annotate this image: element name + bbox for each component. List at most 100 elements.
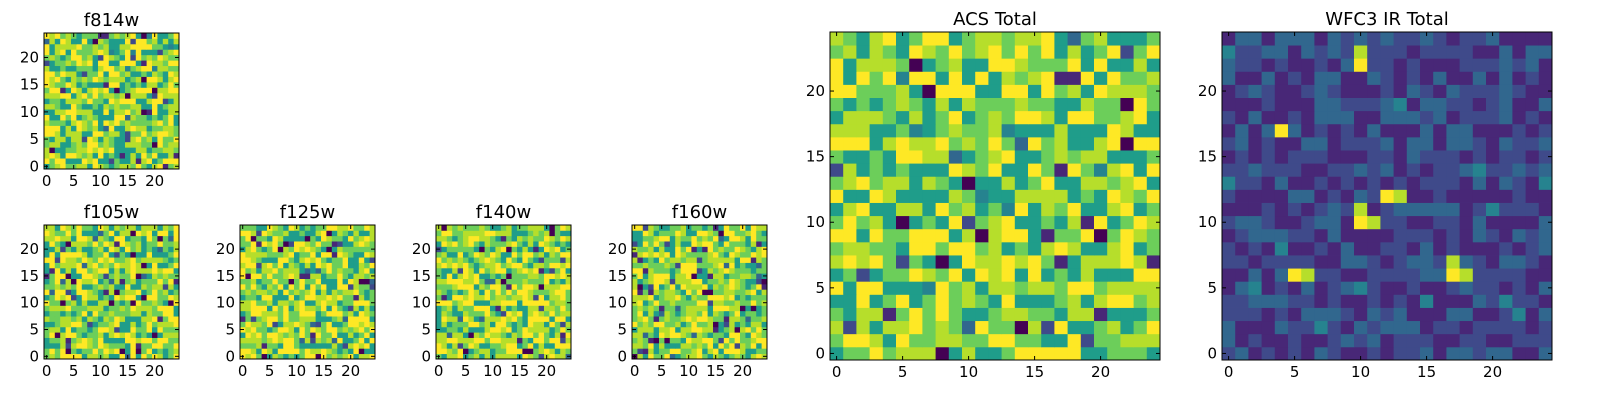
heatmap-cell bbox=[463, 300, 469, 306]
heatmap-cell bbox=[446, 283, 453, 290]
heatmap-cell bbox=[114, 49, 120, 56]
heatmap-cell bbox=[1525, 176, 1540, 190]
heatmap-cell bbox=[1393, 189, 1408, 203]
heatmap-cell bbox=[326, 332, 333, 338]
heatmap-cell bbox=[896, 32, 910, 46]
heatmap-cell bbox=[1133, 123, 1148, 138]
heatmap-cell bbox=[321, 251, 327, 258]
heatmap-cell bbox=[130, 278, 137, 285]
heatmap-cell bbox=[495, 300, 502, 306]
heatmap-cell bbox=[1486, 163, 1500, 177]
heatmap-cell bbox=[60, 71, 66, 77]
heatmap-cell bbox=[261, 230, 268, 237]
heatmap-cell bbox=[65, 289, 72, 296]
heatmap-cell bbox=[734, 289, 741, 296]
heatmap-cell bbox=[1486, 136, 1500, 151]
heatmap-cell bbox=[135, 332, 142, 338]
heatmap-cell bbox=[87, 241, 93, 247]
heatmap-cell bbox=[125, 273, 131, 279]
heatmap-cell bbox=[1486, 294, 1500, 308]
heatmap-cell bbox=[267, 283, 273, 290]
heatmap-cell bbox=[457, 267, 464, 274]
heatmap-cell bbox=[761, 305, 768, 312]
heatmap-cell bbox=[146, 43, 153, 50]
heatmap-cell bbox=[114, 136, 120, 143]
heatmap-cell bbox=[1525, 58, 1540, 72]
heatmap-cell bbox=[632, 316, 638, 322]
heatmap-cell bbox=[342, 294, 349, 301]
heatmap-cell bbox=[1340, 241, 1355, 256]
x-tick-label: 15 bbox=[510, 362, 529, 380]
heatmap-cell bbox=[479, 230, 485, 237]
heatmap-cell bbox=[696, 294, 703, 301]
heatmap-cell bbox=[54, 241, 61, 247]
heatmap-cell bbox=[560, 257, 566, 263]
heatmap-cell bbox=[130, 125, 137, 132]
heatmap-cell bbox=[358, 246, 365, 253]
heatmap-cell bbox=[364, 337, 370, 344]
heatmap-cell bbox=[141, 43, 147, 50]
heatmap-cell bbox=[468, 257, 475, 263]
heatmap-cell bbox=[856, 84, 870, 98]
heatmap-cell bbox=[162, 353, 169, 360]
heatmap-cell bbox=[675, 278, 681, 285]
heatmap-cell bbox=[364, 316, 370, 322]
heatmap-cell bbox=[549, 257, 556, 263]
heatmap-cell bbox=[81, 235, 88, 242]
heatmap-cell bbox=[71, 342, 77, 349]
heatmap-cell bbox=[452, 305, 458, 312]
heatmap-cell bbox=[830, 136, 844, 151]
heatmap-cell bbox=[675, 251, 681, 258]
heatmap-cell bbox=[896, 45, 910, 59]
heatmap-cell bbox=[642, 267, 649, 274]
heatmap-cell bbox=[342, 278, 349, 285]
heatmap-cell bbox=[49, 120, 56, 126]
heatmap-cell bbox=[1028, 215, 1042, 230]
heatmap-cell bbox=[436, 348, 442, 355]
heatmap-cell bbox=[141, 130, 147, 137]
heatmap-cell bbox=[843, 320, 857, 335]
heatmap-cell bbox=[468, 305, 475, 312]
heatmap-cell bbox=[1499, 307, 1513, 322]
heatmap-cell bbox=[353, 305, 360, 312]
heatmap-cell bbox=[245, 246, 252, 253]
heatmap-cell bbox=[962, 71, 976, 85]
heatmap-cell bbox=[277, 225, 284, 231]
heatmap-cell bbox=[245, 241, 252, 247]
heatmap-cell bbox=[723, 348, 730, 355]
heatmap-cell bbox=[141, 321, 147, 328]
heatmap-cell bbox=[315, 225, 322, 231]
heatmap-cell bbox=[909, 110, 923, 125]
heatmap-cell bbox=[146, 273, 153, 279]
heatmap-cell bbox=[173, 342, 180, 349]
heatmap-cell bbox=[1301, 202, 1315, 217]
heatmap-cell bbox=[168, 332, 174, 338]
heatmap-cell bbox=[76, 305, 83, 312]
heatmap-cell bbox=[49, 141, 56, 148]
heatmap-cell bbox=[152, 114, 158, 121]
heatmap-cell bbox=[962, 241, 976, 256]
heatmap-cell bbox=[696, 332, 703, 338]
heatmap-cell bbox=[1380, 110, 1394, 125]
y-tick-label: 20 bbox=[20, 48, 39, 66]
heatmap-cell bbox=[1120, 84, 1134, 98]
heatmap-cell bbox=[108, 283, 115, 290]
heatmap-cell bbox=[304, 225, 311, 231]
heatmap-cell bbox=[135, 109, 142, 115]
heatmap-cell bbox=[446, 326, 453, 333]
heatmap-cell bbox=[146, 348, 153, 355]
heatmap-cell bbox=[1054, 294, 1068, 308]
heatmap-cell bbox=[256, 337, 262, 344]
heatmap-cell bbox=[869, 346, 884, 361]
heatmap-cell bbox=[436, 241, 442, 247]
heatmap-cell bbox=[1420, 320, 1434, 335]
heatmap-cell bbox=[490, 342, 496, 349]
heatmap-cell bbox=[1146, 346, 1161, 361]
heatmap-cell bbox=[1340, 150, 1355, 164]
heatmap-cell bbox=[1538, 189, 1553, 203]
heatmap-cell bbox=[114, 152, 120, 159]
heatmap-cell bbox=[294, 348, 300, 355]
heatmap-cell bbox=[76, 321, 83, 328]
heatmap-cell bbox=[642, 262, 649, 269]
